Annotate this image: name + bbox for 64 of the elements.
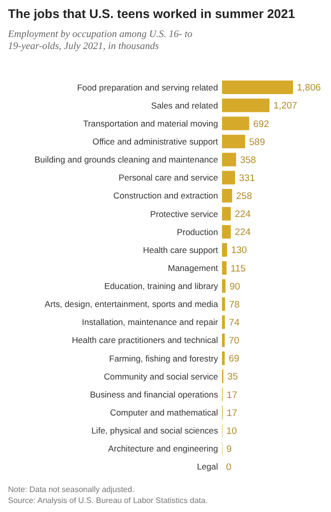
data-label: 358 (240, 154, 256, 166)
y-tick-label: Construction and extraction (113, 190, 218, 201)
y-tick-label: Office and administrative support (92, 136, 219, 147)
data-label: 9 (226, 444, 232, 455)
bar (222, 352, 225, 366)
bar (222, 315, 225, 329)
data-label: 74 (228, 317, 240, 328)
bar (222, 279, 226, 293)
data-label: 130 (231, 245, 247, 256)
y-tick-label: Sales and related (151, 100, 218, 110)
bar (222, 116, 250, 130)
data-label: 70 (228, 336, 240, 347)
y-tick-label: Business and financial operations (90, 389, 218, 400)
data-label: 90 (230, 281, 240, 292)
data-label: 115 (230, 263, 246, 274)
data-label: 224 (234, 227, 251, 238)
bar (222, 188, 232, 202)
bar (222, 80, 293, 94)
y-tick-label: Food preparation and serving related (77, 82, 218, 92)
bar (222, 225, 231, 239)
data-label: 35 (227, 372, 238, 383)
chart-title: The jobs that U.S. teens worked in summer 2021 (8, 7, 295, 21)
text: Employment by occupation among U.S. 16- to 19-year-olds, July 2021, in thousands (7, 29, 192, 52)
y-tick-label: Protective service (150, 208, 218, 219)
y-tick-label: Architecture and engineering (108, 444, 218, 454)
data-label: 692 (253, 118, 270, 130)
data-label: 10 (226, 426, 237, 437)
y-tick-label: Installation, maintenance and repair (82, 317, 218, 328)
data-label: 69 (228, 354, 240, 365)
source-note: Source: Analysis of U.S. Bureau of Labor Statistics data. (8, 496, 208, 505)
y-tick-label: Health care support (143, 244, 219, 255)
bar (222, 98, 270, 112)
data-label: 17 (226, 390, 238, 401)
y-tick-label: Computer and mathematical (110, 408, 218, 418)
data-label: 1,207 (273, 100, 298, 112)
bar (222, 206, 231, 221)
y-tick-label: Production (176, 226, 218, 237)
y-tick-label: Farming, fishing and forestry (109, 353, 219, 364)
y-tick-label: Arts, design, entertainment, sports and media (44, 299, 218, 310)
data-label: 1,806 (297, 82, 321, 94)
data-label: 78 (229, 299, 240, 310)
bar (222, 297, 226, 311)
y-tick-label: Building and grounds cleaning and maintenance (34, 154, 218, 165)
text: Note: Data not seasonally adjusted. (8, 485, 134, 494)
y-tick-label: Personal care and service (118, 172, 218, 183)
bar (222, 261, 227, 275)
data-label: 589 (249, 136, 266, 148)
bar (222, 152, 236, 166)
y-tick-label: Community and social service (104, 371, 218, 382)
data-label: 0 (226, 462, 232, 474)
bar (222, 170, 236, 184)
data-label: 224 (234, 209, 251, 220)
y-tick-label: Transportation and material moving (83, 118, 218, 128)
data-label: 17 (226, 408, 238, 419)
bar (222, 134, 246, 148)
data-label: 258 (236, 191, 252, 202)
y-tick-label: Education, training and library (104, 281, 219, 292)
bar (222, 243, 228, 257)
bar (222, 333, 225, 348)
y-tick-label: Legal (196, 462, 218, 472)
y-tick-label: Management (168, 262, 219, 273)
y-tick-label: Life, physical and social sciences (91, 426, 218, 436)
y-tick-label: Health care practitioners and technical (72, 335, 218, 346)
data-label: 331 (239, 172, 255, 184)
